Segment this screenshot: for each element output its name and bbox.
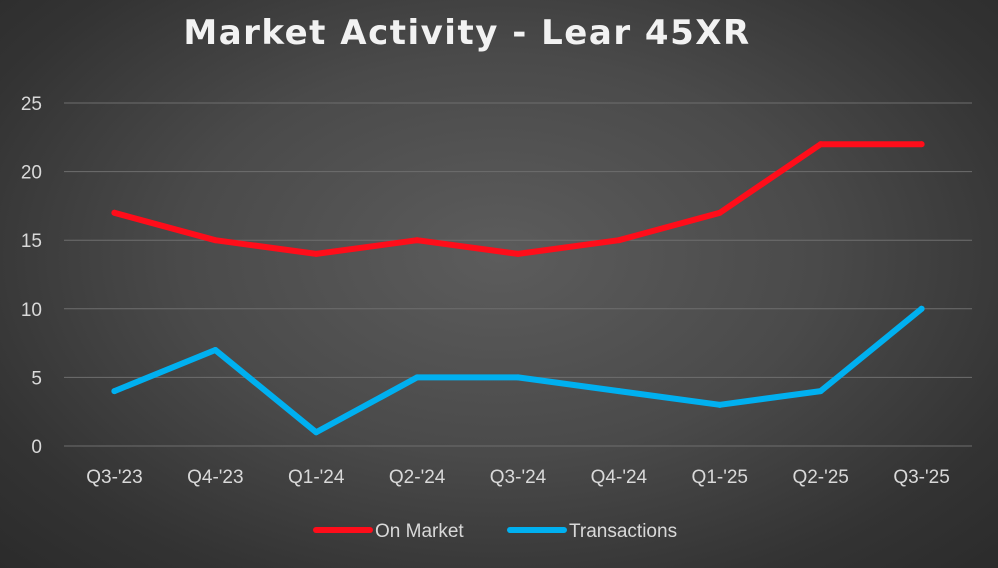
data-point: [111, 388, 118, 395]
y-tick-label: 20: [21, 163, 42, 184]
legend-label: Transactions: [569, 521, 677, 542]
series-line: [111, 305, 925, 436]
x-tick-label: Q3-'24: [490, 467, 547, 488]
series-transactions: [111, 305, 925, 436]
x-tick-label: Q4-'24: [591, 467, 648, 488]
data-point: [716, 209, 723, 216]
x-tick-label: Q3-'23: [86, 467, 142, 488]
y-tick-label: 10: [21, 300, 42, 321]
x-tick-label: Q1-'24: [288, 467, 345, 488]
legend-label: On Market: [375, 521, 464, 542]
x-tick-label: Q4-'23: [187, 467, 243, 488]
x-axis-ticks: Q3-'23 Q4-'23 Q1-'24 Q2-'24 Q3-'24 Q4-'24 Q1-'…: [86, 467, 950, 488]
gridlines: [64, 102, 972, 447]
x-tick-label: Q3-'25: [893, 467, 949, 488]
legend-item: On Market: [313, 521, 464, 542]
data-point: [615, 388, 622, 395]
data-point: [918, 141, 925, 148]
data-point: [313, 250, 320, 257]
y-tick-label: 15: [21, 231, 42, 252]
y-tick-label: 0: [31, 437, 42, 458]
data-point: [515, 374, 521, 381]
data-point: [817, 388, 824, 395]
data-point: [111, 209, 118, 216]
y-axis-ticks: 0 5 10 15 20 25: [21, 94, 42, 458]
data-point: [212, 237, 219, 244]
legend-item: Transactions: [507, 521, 677, 542]
series-line: [111, 141, 925, 257]
x-tick-label: Q2-'24: [389, 467, 446, 488]
data-point: [313, 429, 320, 436]
data-point: [716, 401, 723, 408]
data-point: [414, 237, 421, 244]
data-point: [817, 141, 824, 148]
x-tick-label: Q1-'25: [692, 467, 748, 488]
data-point: [515, 250, 521, 257]
x-tick-label: Q2-'25: [792, 467, 848, 488]
data-point: [212, 346, 219, 353]
y-tick-label: 25: [21, 94, 42, 115]
chart-title: Market Activity - Lear 45XR: [183, 13, 750, 53]
series-on-market: [111, 141, 925, 257]
data-point: [918, 305, 925, 312]
data-point: [414, 374, 421, 381]
series-lines: [111, 141, 925, 436]
legend: On Market Transactions: [313, 521, 677, 542]
y-tick-label: 5: [31, 368, 42, 389]
data-point: [615, 237, 622, 244]
